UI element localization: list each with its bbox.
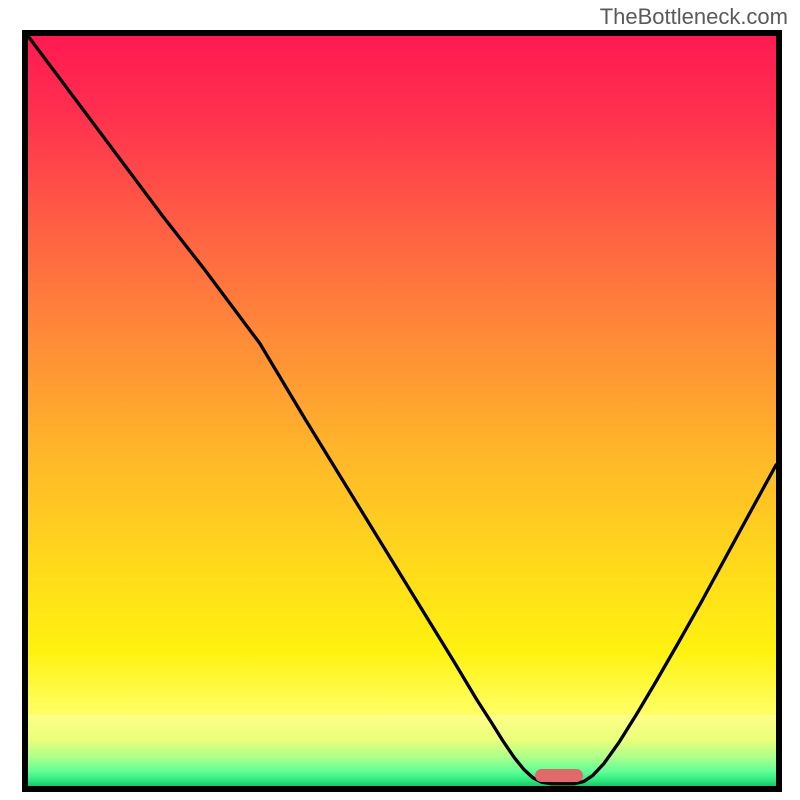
- chart-frame: [22, 30, 782, 792]
- bottleneck-chart: [0, 0, 800, 800]
- watermark-text: TheBottleneck.com: [600, 4, 788, 30]
